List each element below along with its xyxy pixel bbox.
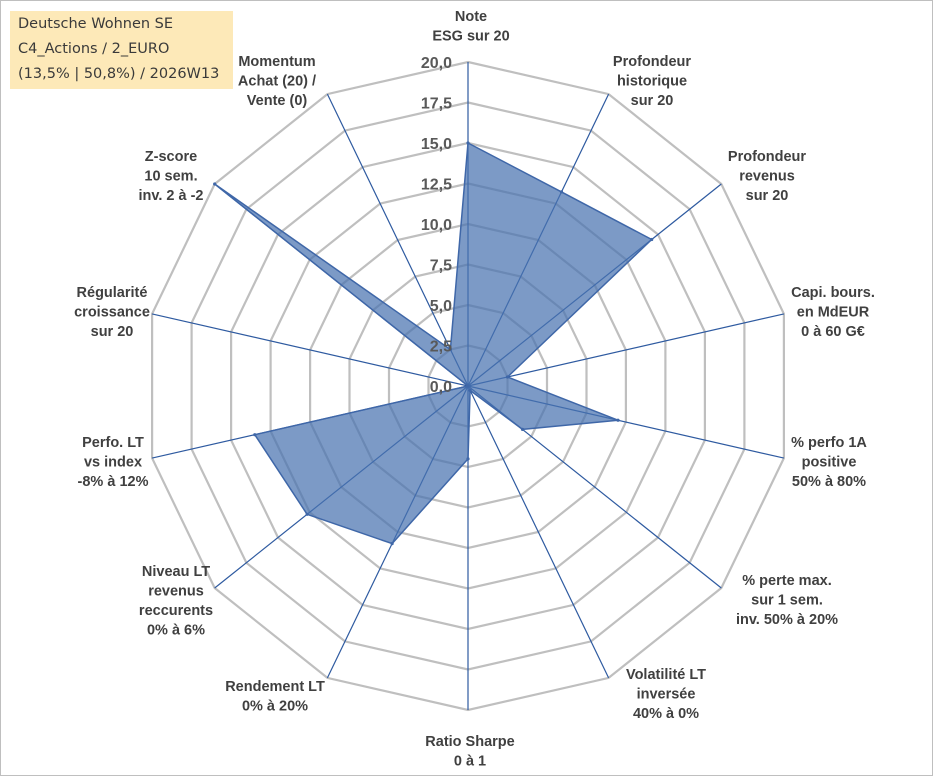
chart-title-box: Deutsche Wohnen SE C4_Actions / 2_EURO (… xyxy=(10,11,233,89)
axis-label-11: Régularité croissance sur 20 xyxy=(74,285,150,340)
axis-label-line: Niveau LT xyxy=(142,564,210,580)
tick-label-3: 7,5 xyxy=(430,258,452,275)
axis-label-line: Momentum xyxy=(238,54,315,70)
data-point-13 xyxy=(448,347,452,352)
axis-label-line: Note xyxy=(455,9,487,25)
axis-label-line: 10 sem. xyxy=(144,169,197,185)
axis-label-line: inv. 2 à -2 xyxy=(138,188,203,204)
axis-label-line: 0% à 6% xyxy=(147,623,205,639)
axis-label-line: Profondeur xyxy=(728,149,806,165)
axis-label-line: 0 à 1 xyxy=(454,754,486,770)
axis-label-0: Note ESG sur 20 xyxy=(432,9,509,45)
axis-label-4: % perfo 1A positive 50% à 80% xyxy=(791,435,867,490)
axis-label-line: vs index xyxy=(84,455,142,471)
data-point-4 xyxy=(616,418,620,422)
data-point-8 xyxy=(390,542,394,546)
axis-label-8: Rendement LT 0% à 20% xyxy=(225,679,325,715)
axis-label-line: Perfo. LT xyxy=(82,435,144,451)
tick-label-0: 0,0 xyxy=(430,379,452,396)
axis-label-layer: Note ESG sur 20 Profondeur historique sur 20… xyxy=(74,9,875,770)
axis-label-line: 50% à 80% xyxy=(792,474,866,490)
axis-label-line: sur 20 xyxy=(746,188,789,204)
axis-label-line: Z-score xyxy=(145,149,197,165)
axis-line-6 xyxy=(467,385,610,679)
axis-label-line: 0 à 60 G€ xyxy=(801,324,865,340)
axis-label-12: Z-score 10 sem. inv. 2 à -2 xyxy=(138,149,203,204)
axis-label-line: sur 1 sem. xyxy=(751,593,823,609)
data-point-3 xyxy=(505,375,510,379)
data-point-12 xyxy=(213,182,217,186)
axis-label-line: Profondeur xyxy=(613,54,691,70)
axis-label-line: revenus xyxy=(148,584,204,600)
data-point-9 xyxy=(305,512,309,516)
axis-label-7: Ratio Sharpe 0 à 1 xyxy=(425,734,514,770)
data-point-10 xyxy=(253,433,257,437)
axis-label-line: sur 20 xyxy=(631,93,674,109)
axis-label-line: positive xyxy=(802,455,857,471)
axis-label-line: Ratio Sharpe xyxy=(425,734,514,750)
axis-label-line: Achat (20) / xyxy=(238,74,316,90)
axis-label-line: historique xyxy=(617,74,687,90)
company-name: Deutsche Wohnen SE xyxy=(18,16,174,32)
axis-label-line: -8% à 12% xyxy=(78,474,149,490)
axis-label-5: % perte max. sur 1 sem. inv. 50% à 20% xyxy=(736,573,838,628)
data-point-6 xyxy=(468,388,472,392)
axis-label-10: Perfo. LT vs index -8% à 12% xyxy=(78,435,149,490)
tick-label-7: 17,5 xyxy=(421,96,452,113)
axis-label-line: inversée xyxy=(637,687,696,703)
axis-label-line: Volatilité LT xyxy=(626,667,706,683)
tick-label-4: 10,0 xyxy=(421,217,452,234)
series-layer xyxy=(213,141,654,546)
category-line: C4_Actions / 2_EURO xyxy=(18,41,170,57)
axis-label-line: Rendement LT xyxy=(225,679,325,695)
data-point-11 xyxy=(466,384,470,388)
axis-label-line: Vente (0) xyxy=(247,93,308,109)
data-point-1 xyxy=(559,190,564,194)
axis-label-line: % perte max. xyxy=(742,573,831,589)
axis-line-11 xyxy=(151,313,469,387)
axis-label-line: croissance xyxy=(74,305,150,321)
tick-label-1: 2,5 xyxy=(430,339,452,356)
axis-label-3: Capi. bours. en MdEUR 0 à 60 G€ xyxy=(791,285,875,340)
axis-label-line: revenus xyxy=(739,169,795,185)
axis-label-line: ESG sur 20 xyxy=(432,29,509,45)
axis-label-2: Profondeur revenus sur 20 xyxy=(728,149,806,204)
axis-label-13: Momentum Achat (20) / Vente (0) xyxy=(238,54,316,109)
stats-line: (13,5% | 50,8%) / 2026W13 xyxy=(18,66,220,82)
data-point-2 xyxy=(650,237,654,242)
axis-label-line: reccurents xyxy=(139,603,213,619)
axis-label-1: Profondeur historique sur 20 xyxy=(613,54,691,109)
data-point-0 xyxy=(466,141,470,145)
axis-label-line: 0% à 20% xyxy=(242,699,308,715)
axis-label-line: 40% à 0% xyxy=(633,706,699,722)
tick-label-5: 12,5 xyxy=(421,177,452,194)
axis-label-line: Régularité xyxy=(77,285,148,301)
axis-label-line: Capi. bours. xyxy=(791,285,875,301)
axis-label-line: sur 20 xyxy=(91,324,134,340)
tick-label-6: 15,0 xyxy=(421,136,452,153)
axis-line-13 xyxy=(326,93,469,387)
axis-label-9: Niveau LT revenus reccurents 0% à 6% xyxy=(139,564,213,639)
axis-label-line: % perfo 1A xyxy=(791,435,867,451)
data-point-5 xyxy=(520,427,525,431)
tick-label-8: 20,0 xyxy=(421,55,452,72)
axis-label-6: Volatilité LT inversée 40% à 0% xyxy=(626,667,706,722)
tick-label-2: 5,0 xyxy=(430,298,452,315)
tick-label-layer: 0,0 2,5 5,0 7,5 10,0 12,5 15,0 17,5 20,0 xyxy=(421,55,452,396)
axis-label-line: en MdEUR xyxy=(797,305,870,321)
axis-line-3 xyxy=(467,313,785,387)
axis-label-line: inv. 50% à 20% xyxy=(736,612,838,628)
data-point-7 xyxy=(466,457,470,461)
